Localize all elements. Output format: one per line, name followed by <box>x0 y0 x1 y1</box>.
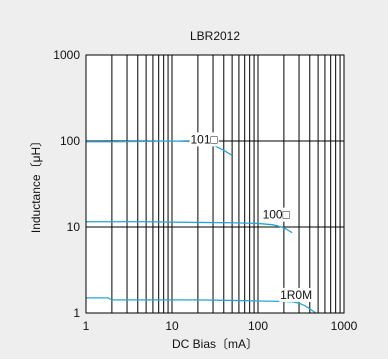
series-labels: 101□ 100□ 1R0M <box>189 132 314 302</box>
y-axis-label: Inductance〔μH〕 <box>29 135 43 233</box>
y-tick-label: 1000 <box>53 48 80 62</box>
series-line <box>86 297 317 313</box>
x-tick-label: 1000 <box>331 319 358 333</box>
plot-area <box>86 55 344 313</box>
x-axis-label: DC Bias〔mA〕 <box>172 337 258 351</box>
plot-border <box>85 54 345 314</box>
series-label-bg <box>261 207 291 222</box>
chart-title: LBR2012 <box>190 29 240 43</box>
x-tick-label: 1 <box>83 319 90 333</box>
series-label-bg <box>279 287 314 302</box>
y-tick-label: 1 <box>73 306 80 320</box>
series-label-bg <box>189 132 219 147</box>
series-label: 1R0M <box>280 288 312 302</box>
tick-labels: 1 10 100 1000 1 10 100 1000 <box>53 48 357 333</box>
grid <box>86 55 344 313</box>
series-line <box>86 221 293 234</box>
series-label: 101□ <box>190 132 217 146</box>
y-tick-label: 10 <box>67 220 81 234</box>
x-tick-label: 100 <box>248 319 268 333</box>
x-tick-label: 10 <box>165 319 179 333</box>
series-line <box>86 140 233 156</box>
series-group <box>86 140 317 313</box>
series-label: 100□ <box>263 208 290 222</box>
y-tick-label: 100 <box>60 134 80 148</box>
